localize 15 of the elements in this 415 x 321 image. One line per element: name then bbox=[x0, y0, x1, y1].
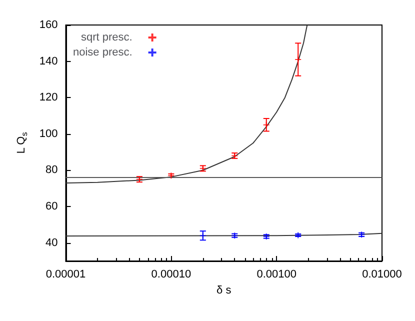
legend-label: sqrt presc. bbox=[80, 32, 132, 44]
y-tick-label: 120 bbox=[39, 92, 58, 104]
x-tick-label: 0.00001 bbox=[46, 268, 86, 280]
y-tick-label: 140 bbox=[39, 55, 58, 68]
y-axis-title: L Qs bbox=[16, 132, 29, 154]
y-tick-label: 160 bbox=[39, 19, 58, 31]
x-tick-label: 0.00100 bbox=[256, 268, 296, 280]
x-tick-label: 0.00010 bbox=[151, 268, 192, 280]
legend-label: noise presc. bbox=[72, 46, 132, 58]
y-tick-label: 40 bbox=[46, 236, 58, 249]
y-tick-label: 60 bbox=[46, 200, 58, 213]
y-tick-label: 80 bbox=[46, 164, 58, 176]
x-axis-title: δ s bbox=[216, 284, 232, 296]
x-tick-label: 0.01000 bbox=[362, 268, 402, 280]
y-tick-label: 100 bbox=[39, 128, 58, 140]
